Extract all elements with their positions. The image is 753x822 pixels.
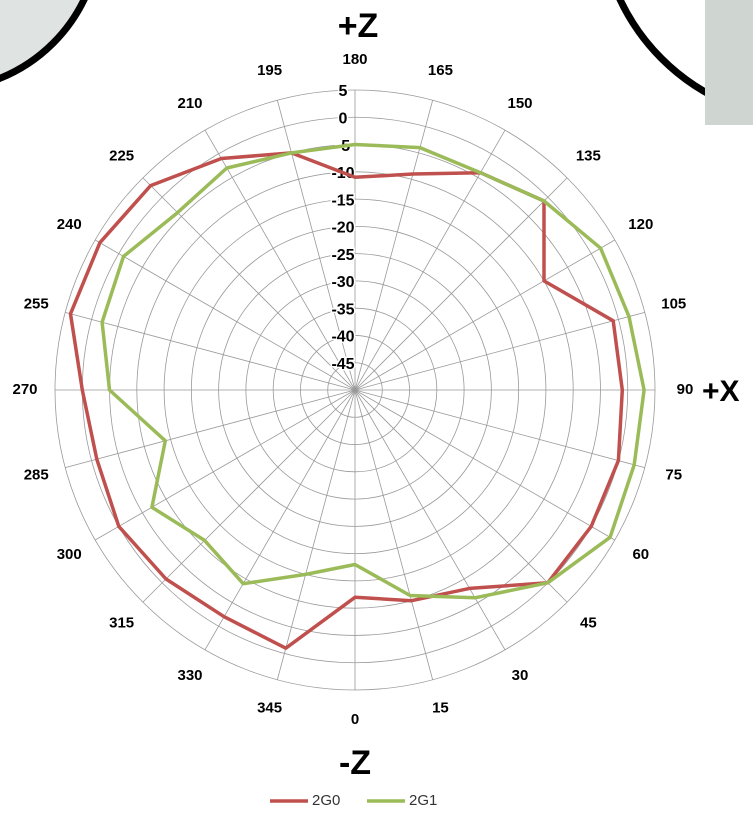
grid: 50-5-10-15-20-25-30-35-40-45015304560759… <box>12 51 693 728</box>
legend-label: 2G0 <box>312 792 340 809</box>
photo-device <box>705 0 753 125</box>
grid-spoke <box>354 177 568 391</box>
grid-spoke <box>94 239 356 391</box>
r-tick-label: -40 <box>331 329 354 346</box>
theta-tick-label: 300 <box>57 546 82 563</box>
grid-spoke <box>354 311 645 391</box>
grid-spoke <box>65 311 356 391</box>
r-tick-label: -30 <box>331 274 354 291</box>
theta-tick-label: 270 <box>12 381 37 398</box>
grid-spoke <box>354 239 616 391</box>
r-tick-label: -45 <box>331 356 354 373</box>
grid-spoke <box>354 389 616 541</box>
r-tick-label: 0 <box>339 110 348 127</box>
theta-tick-label: 150 <box>507 95 532 112</box>
theta-tick-label: 135 <box>576 148 601 165</box>
r-tick-label: -15 <box>331 192 354 209</box>
grid-spoke <box>142 177 356 391</box>
grid-spoke <box>354 389 645 469</box>
theta-tick-label: 330 <box>177 667 202 684</box>
theta-tick-label: 225 <box>109 148 134 165</box>
grid-spoke <box>276 389 356 680</box>
theta-tick-label: 315 <box>109 614 134 631</box>
theta-tick-label: 105 <box>661 296 686 313</box>
legend: 2G0 2G1 <box>270 792 437 809</box>
series-line <box>100 142 646 600</box>
grid-spoke <box>354 389 506 651</box>
theta-tick-label: 45 <box>580 614 597 631</box>
grid-spoke <box>204 129 356 391</box>
theta-tick-label: 180 <box>342 51 367 68</box>
grid-spoke <box>142 389 356 603</box>
theta-tick-label: 165 <box>428 62 453 79</box>
r-tick-label: -20 <box>331 220 354 237</box>
theta-tick-label: 90 <box>677 381 694 398</box>
theta-tick-label: 285 <box>24 466 49 483</box>
r-tick-label: -25 <box>331 247 354 264</box>
plot <box>68 142 646 650</box>
photo-inset-left <box>0 0 88 83</box>
theta-tick-label: 120 <box>628 216 653 233</box>
grid-spoke <box>354 129 506 391</box>
theta-tick-label: 240 <box>57 216 82 233</box>
annotation-bottom: -Z <box>339 744 371 782</box>
theta-tick-label: 210 <box>177 95 202 112</box>
annotation-right: +X <box>702 375 740 408</box>
r-tick-label: 5 <box>339 83 348 100</box>
theta-tick-label: 60 <box>632 546 649 563</box>
theta-tick-label: 15 <box>432 700 449 717</box>
r-tick-label: -35 <box>331 301 354 318</box>
legend-label: 2G1 <box>409 792 437 809</box>
annotation-top: +Z <box>338 7 379 45</box>
theta-tick-label: 0 <box>351 711 359 728</box>
grid-spoke <box>354 389 568 603</box>
theta-tick-label: 255 <box>24 296 49 313</box>
series-line <box>68 151 625 650</box>
theta-tick-label: 75 <box>665 466 682 483</box>
theta-tick-label: 195 <box>257 62 282 79</box>
grid-spoke <box>94 389 356 541</box>
grid-spoke <box>204 389 356 651</box>
theta-tick-label: 30 <box>512 667 529 684</box>
grid-spoke <box>276 100 356 391</box>
theta-tick-label: 345 <box>257 700 282 717</box>
grid-spoke <box>65 389 356 469</box>
grid-spoke <box>354 389 434 680</box>
